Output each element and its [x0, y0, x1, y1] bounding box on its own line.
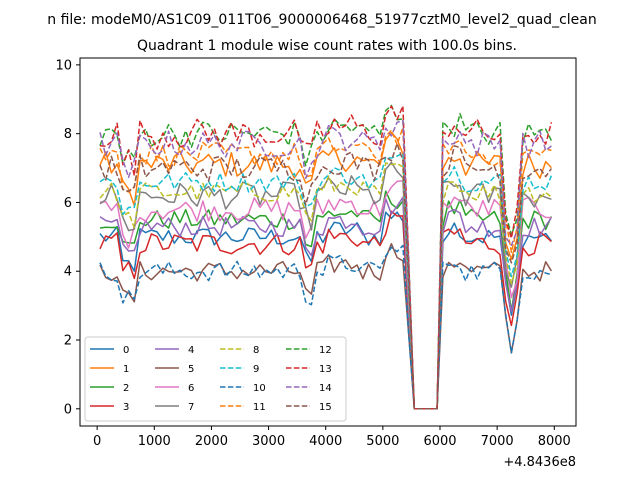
- series-line-7: [99, 161, 552, 410]
- legend-label-5: 5: [188, 364, 194, 375]
- x-tick-label: 2000: [195, 434, 228, 449]
- legend-label-15: 15: [319, 402, 332, 413]
- legend-label-1: 1: [123, 364, 129, 375]
- series-line-3: [99, 210, 552, 410]
- x-tick-label: 0: [93, 434, 101, 449]
- y-tick-label: 10: [55, 58, 72, 73]
- series-line-4: [99, 196, 553, 410]
- y-tick-label: 6: [64, 196, 72, 211]
- series-line-15: [99, 142, 553, 410]
- legend-label-14: 14: [319, 383, 332, 394]
- x-tick-label: 3000: [252, 434, 285, 449]
- legend-label-8: 8: [253, 345, 259, 356]
- x-axis-offset-label: +4.8436e8: [503, 455, 576, 470]
- legend-label-7: 7: [188, 402, 194, 413]
- x-tick-label: 8000: [538, 434, 571, 449]
- legend-label-10: 10: [253, 383, 266, 394]
- legend-label-9: 9: [253, 364, 259, 375]
- legend-label-2: 2: [123, 383, 129, 394]
- legend-label-4: 4: [188, 345, 194, 356]
- figure-suptitle: n file: modeM0/AS1C09_011T06_9000006468_…: [47, 12, 596, 28]
- series-line-8: [99, 162, 552, 410]
- legend-label-6: 6: [188, 383, 194, 394]
- y-tick-label: 4: [64, 265, 72, 280]
- series-line-9: [99, 152, 553, 410]
- legend-label-0: 0: [123, 345, 129, 356]
- series-layer: [99, 104, 553, 410]
- x-tick-label: 5000: [366, 434, 399, 449]
- series-line-12: [99, 104, 553, 410]
- y-axis-ticks: 0 2 4 6 8 10: [55, 58, 80, 417]
- x-tick-label: 4000: [309, 434, 342, 449]
- x-tick-label: 1000: [138, 434, 171, 449]
- x-tick-label: 6000: [423, 434, 456, 449]
- chart-title: Quadrant 1 module wise count rates with …: [137, 38, 517, 54]
- series-line-14: [99, 119, 552, 410]
- series-line-5: [99, 243, 553, 410]
- series-line-6: [99, 179, 552, 410]
- series-line-10: [99, 244, 552, 410]
- legend-label-3: 3: [123, 402, 129, 413]
- y-tick-label: 8: [64, 127, 72, 142]
- axes-frame: [79, 57, 577, 427]
- x-axis-ticks: 0 1000 2000 3000 4000 5000 6000 7000 8000: [93, 426, 571, 449]
- legend-label-11: 11: [253, 402, 266, 413]
- x-tick-label: 7000: [481, 434, 514, 449]
- legend-label-12: 12: [319, 345, 332, 356]
- legend-frame: [84, 336, 347, 422]
- y-tick-label: 0: [64, 402, 72, 417]
- legend-label-13: 13: [319, 364, 332, 375]
- y-tick-label: 2: [64, 334, 72, 349]
